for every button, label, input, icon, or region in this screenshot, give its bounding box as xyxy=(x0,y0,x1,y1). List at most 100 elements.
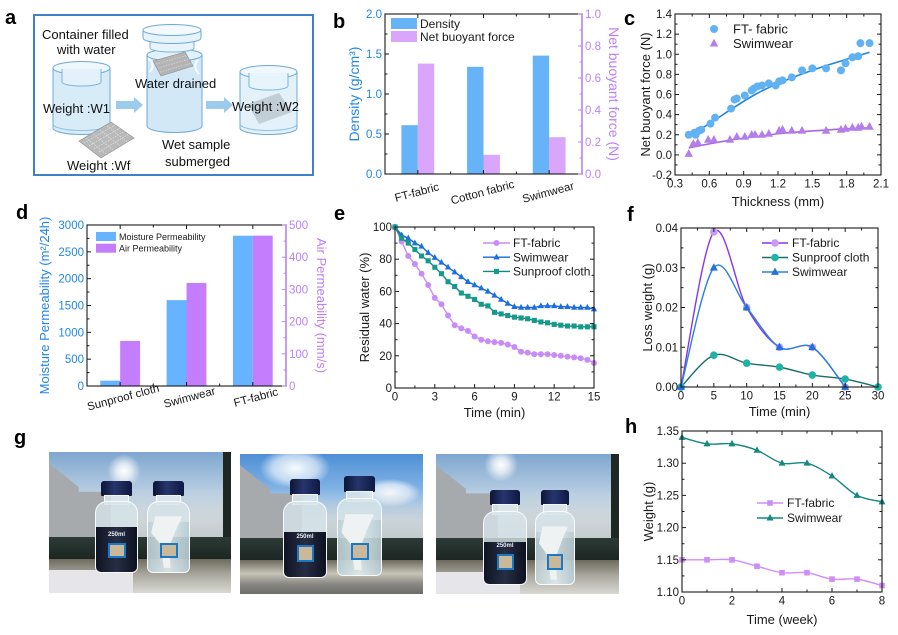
x-tick-label: 6 xyxy=(471,392,477,404)
paper-note xyxy=(49,570,133,593)
x-axis-title: Time (min) xyxy=(749,404,811,419)
legend-swatch-moisture-permeability xyxy=(96,232,116,241)
x-tick-label: 15 xyxy=(588,392,601,404)
bottle-cap xyxy=(153,481,184,496)
data-point-swimwear xyxy=(753,446,761,453)
data-point-swimwear xyxy=(551,302,558,309)
bar-density-cotton-fabric xyxy=(467,66,484,174)
data-point-ft-fabric xyxy=(729,556,735,563)
x-tick-label: 25 xyxy=(839,391,852,403)
x-axis-title: Thickness (mm) xyxy=(732,194,824,209)
data-point-ft-fabric xyxy=(841,59,850,68)
y-tick-label: 100 xyxy=(373,222,392,234)
legend-label: Swimwear xyxy=(787,511,842,525)
data-point-swimwear xyxy=(431,253,438,260)
fabric-sample-icon xyxy=(78,121,135,159)
bar-air-permeability-ft-fabric xyxy=(252,235,273,386)
legend: Moisture Permeability Air Permeability xyxy=(96,232,206,254)
y-tick-label: 3000 xyxy=(58,220,84,232)
legend-swatch-net-buoyant-force xyxy=(391,31,417,42)
y-tick-label: 500 xyxy=(65,354,84,366)
label-weight-w2: Weight :W2 xyxy=(232,99,299,114)
data-point-swimwear xyxy=(524,303,531,310)
data-point-ft-fabric xyxy=(779,569,785,576)
bottle-body: 250ml xyxy=(283,500,327,578)
label-with-water: with water xyxy=(57,42,116,57)
legend-label: FT- fabric xyxy=(733,22,788,37)
y-tick-label: 20 xyxy=(379,351,392,363)
window-sill xyxy=(240,538,423,564)
data-point-ft-fabric xyxy=(511,343,518,350)
x-category-label: Swimwear xyxy=(163,385,217,410)
data-point-sunproof-cloth xyxy=(584,324,590,330)
data-marks xyxy=(401,55,566,174)
legend-marker-swimwear xyxy=(771,267,779,275)
legend-swatch-density xyxy=(391,18,417,29)
data-point-ft-fabric xyxy=(491,339,498,346)
data-point-sunproof-cloth xyxy=(710,351,718,360)
bottle-body xyxy=(535,510,575,585)
bar-moisture-permeability-sunproof-cloth xyxy=(100,380,121,386)
data-point-swimwear xyxy=(464,278,472,284)
panel-label-a: a xyxy=(5,7,17,29)
data-point-sunproof-cloth xyxy=(498,311,504,317)
panel-label-h: h xyxy=(625,416,638,438)
legend-marker-ft-fabric xyxy=(767,500,773,506)
data-point-ft-fabric xyxy=(706,119,715,128)
x-tick-label: 0 xyxy=(679,596,685,608)
label-water-drained: Water drained xyxy=(135,76,217,91)
data-point-swimwear xyxy=(778,459,786,466)
y-tick-label: 2500 xyxy=(58,247,84,259)
panel-label-d: d xyxy=(16,202,29,224)
data-point-sunproof-cloth xyxy=(511,314,517,320)
data-point-sunproof-cloth xyxy=(465,293,471,299)
y-tick-label: 1.20 xyxy=(657,523,679,535)
data-point-swimwear xyxy=(725,134,735,143)
data-point-swimwear xyxy=(757,129,767,138)
bar-air-permeability-swimwear xyxy=(186,282,207,386)
chart-panel-b: 0.0 0.5 1.0 1.5 2.0 0.0 0.2 0.4 0.6 0.8 1.0 FT-fabr… xyxy=(346,9,622,207)
data-point-ft-fabric xyxy=(727,104,736,113)
data-point-swimwear xyxy=(418,242,425,249)
bottle-tag xyxy=(496,553,515,570)
legend-label: Density xyxy=(420,17,460,31)
label-wet-sample: Wet sample xyxy=(162,137,231,152)
bottle-tag xyxy=(160,542,178,559)
data-point-swimwear xyxy=(564,303,571,309)
y-tick-label: 1.4 xyxy=(656,9,673,21)
legend-marker-ft-fabric xyxy=(771,239,779,247)
bottle-tag xyxy=(350,543,369,560)
data-point-sunproof-cloth xyxy=(452,284,458,290)
data-point-ft-fabric xyxy=(518,348,525,355)
x-category-label: Sunproof cloth xyxy=(86,383,161,414)
y-tick-label: 0.01 xyxy=(656,342,678,354)
data-point-ft-fabric xyxy=(854,52,863,61)
data-point-swimwear xyxy=(497,295,505,302)
x-tick-label: 1.5 xyxy=(804,179,820,191)
bar-net-buoyant-force-ft-fabric xyxy=(417,63,435,174)
y-axis-title: Weight (g) xyxy=(641,482,656,542)
data-point-ft-fabric xyxy=(478,336,485,343)
data-point-ft-fabric xyxy=(445,312,452,319)
data-point-ft-fabric xyxy=(577,355,584,362)
legend-marker-swimwear xyxy=(766,514,774,521)
data-point-ft-fabric xyxy=(425,281,432,288)
x-category-label: FT-fabric xyxy=(394,181,441,204)
legend-marker-ft-fabric xyxy=(493,240,500,246)
data-point-swimwear xyxy=(570,303,578,310)
data-point-ft-fabric xyxy=(787,73,796,82)
x-tick-label: 15 xyxy=(773,391,786,403)
window-frame xyxy=(610,454,619,544)
legend-label: Air Permeability xyxy=(119,244,183,254)
data-point-swimwear xyxy=(577,303,584,310)
data-point-swimwear xyxy=(778,124,787,133)
bottle-body xyxy=(337,498,382,576)
chart-panel-f: 0.00 0.01 0.02 0.03 0.04 0 5 10 15 20 25 30 Loss wei… xyxy=(640,223,884,419)
y-tick-label: 0.4 xyxy=(656,110,673,122)
bottle-swimwear xyxy=(337,476,382,576)
y-tick-label: 1.0 xyxy=(656,49,672,61)
data-point-swimwear xyxy=(438,258,445,265)
